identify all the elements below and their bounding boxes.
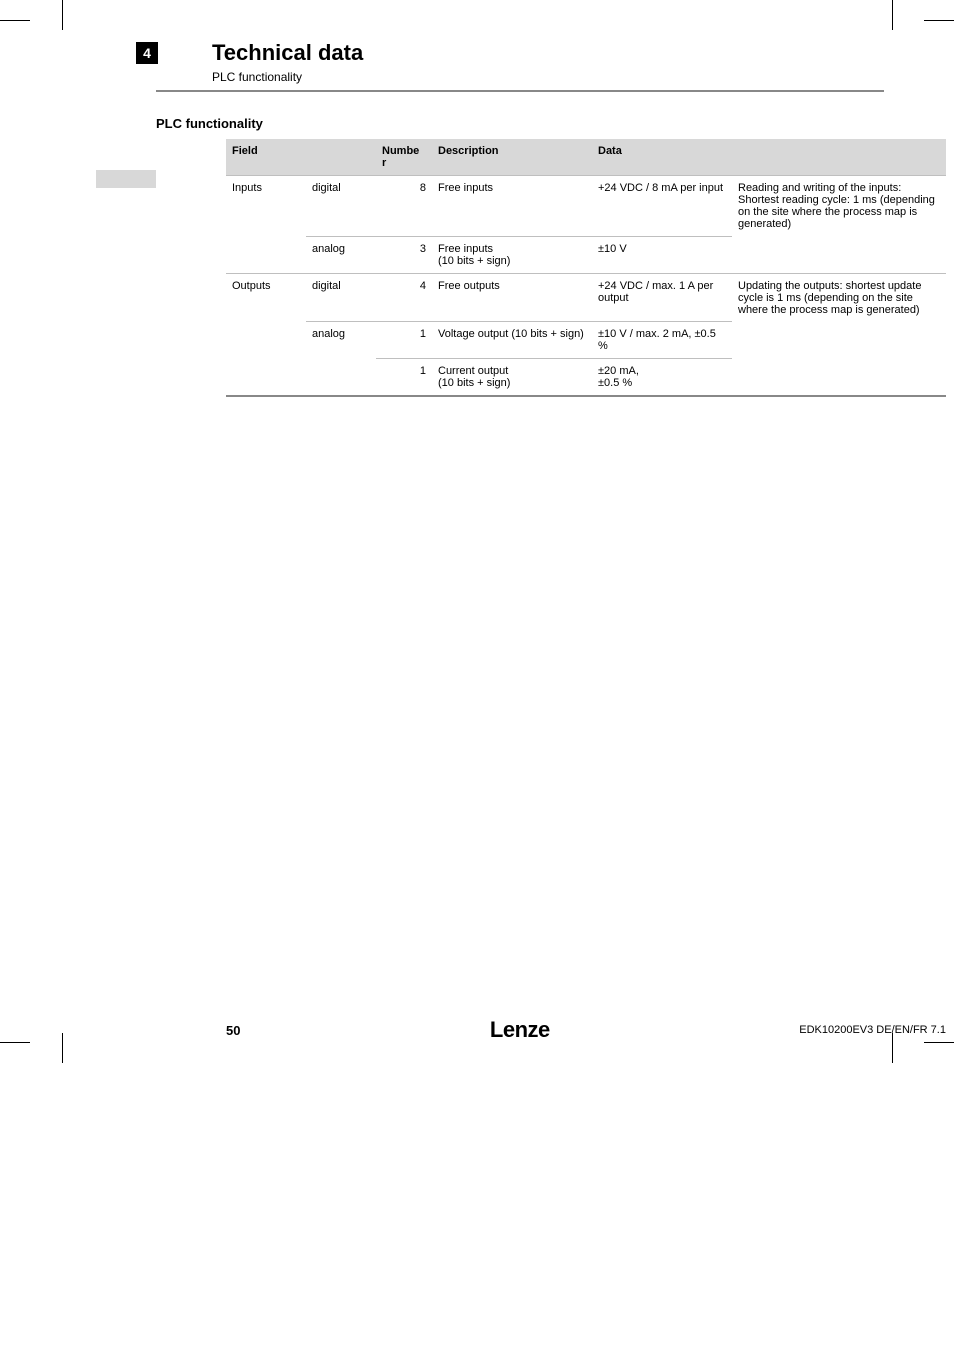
cell-num: 8 — [376, 176, 432, 237]
cell-d1: +24 VDC / max. 1 A per output — [592, 273, 732, 322]
th-number: Numbe r — [376, 139, 432, 176]
chapter-title: Technical data — [212, 40, 363, 66]
cell-num: 3 — [376, 236, 432, 273]
cell-d1: +24 VDC / 8 mA per input — [592, 176, 732, 237]
chapter-number-box: 4 — [136, 42, 158, 64]
table-row: analog 1 Voltage output (10 bits + sign)… — [226, 322, 946, 359]
cell-field: Outputs — [226, 273, 306, 322]
cell-desc: Current output (10 bits + sign) — [432, 359, 592, 397]
cell-sub: analog — [306, 236, 376, 273]
cell-num: 1 — [376, 359, 432, 397]
th-data: Data — [592, 139, 946, 176]
cell-sub: digital — [306, 273, 376, 322]
plc-table: Field Numbe r Description Data Inputs di… — [226, 139, 946, 397]
cell-d2: Reading and writing of the inputs: Short… — [732, 176, 946, 237]
chapter-number: 4 — [143, 45, 151, 61]
cell-field — [226, 359, 306, 397]
cell-sub — [306, 359, 376, 397]
page-header: Technical data PLC functionality — [156, 40, 884, 92]
section-title: PLC functionality — [156, 116, 884, 131]
cell-field — [226, 322, 306, 359]
cell-d2: Updating the outputs: shortest update cy… — [732, 273, 946, 322]
cell-d2 — [732, 322, 946, 359]
cell-sub: analog — [306, 322, 376, 359]
cell-d1: ±10 V / max. 2 mA, ±0.5 % — [592, 322, 732, 359]
cell-d1: ±10 V — [592, 236, 732, 273]
brand-logo: Lenze — [490, 1017, 550, 1043]
cell-desc: Free inputs (10 bits + sign) — [432, 236, 592, 273]
cell-sub: digital — [306, 176, 376, 237]
cell-desc: Voltage output (10 bits + sign) — [432, 322, 592, 359]
cell-d2 — [732, 359, 946, 397]
cell-num: 4 — [376, 273, 432, 322]
page-footer: 50 Lenze EDK10200EV3 DE/EN/FR 7.1 — [226, 1017, 946, 1043]
table-row: Outputs digital 4 Free outputs +24 VDC /… — [226, 273, 946, 322]
chapter-subtitle: PLC functionality — [212, 70, 363, 84]
th-field: Field — [226, 139, 376, 176]
cell-field: Inputs — [226, 176, 306, 237]
table-row: Inputs digital 8 Free inputs +24 VDC / 8… — [226, 176, 946, 237]
cell-desc: Free outputs — [432, 273, 592, 322]
cell-desc: Free inputs — [432, 176, 592, 237]
cell-field — [226, 236, 306, 273]
table-row: analog 3 Free inputs (10 bits + sign) ±1… — [226, 236, 946, 273]
side-tab — [96, 170, 156, 188]
document-id: EDK10200EV3 DE/EN/FR 7.1 — [799, 1024, 946, 1036]
cell-d2 — [732, 236, 946, 273]
th-description: Description — [432, 139, 592, 176]
cell-num: 1 — [376, 322, 432, 359]
page-number: 50 — [226, 1023, 240, 1038]
cell-d1: ±20 mA, ±0.5 % — [592, 359, 732, 397]
table-row: 1 Current output (10 bits + sign) ±20 mA… — [226, 359, 946, 397]
